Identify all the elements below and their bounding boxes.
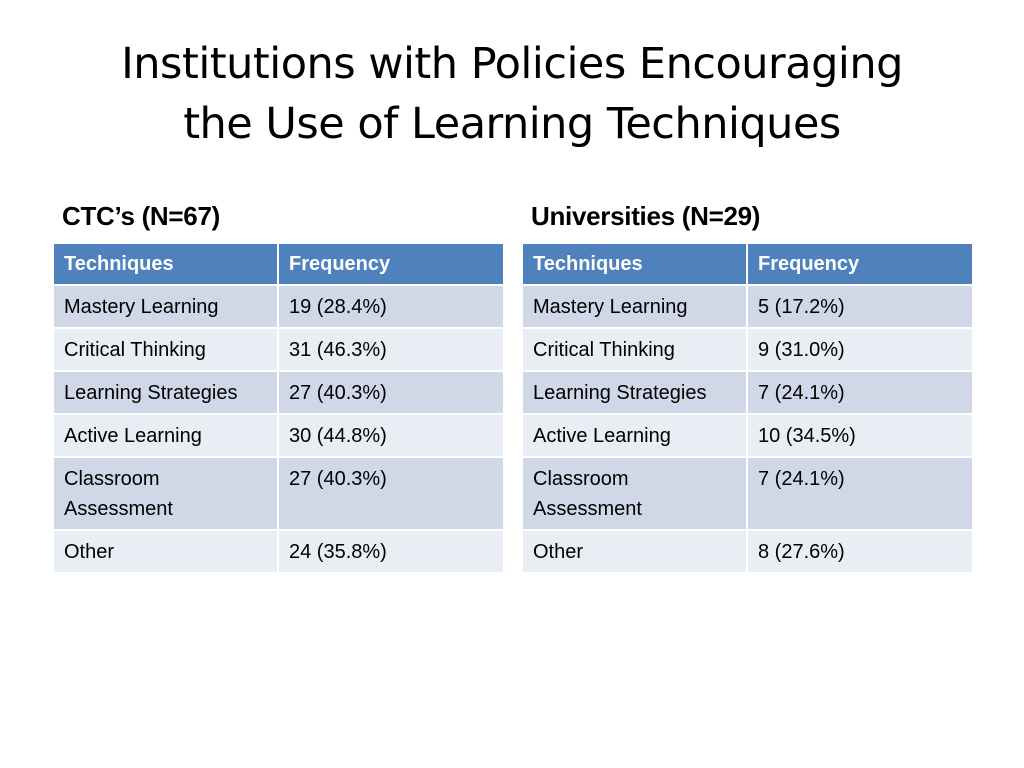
slide-title: Institutions with Policies Encouraging t… bbox=[40, 34, 984, 154]
universities-panel: Universities (N=29) Techniques Frequency… bbox=[521, 198, 974, 574]
frequency-cell: 9 (31.0%) bbox=[746, 327, 974, 372]
frequency-cell: 7 (24.1%) bbox=[746, 456, 974, 531]
universities-table: Techniques Frequency Mastery Learning 5 … bbox=[521, 242, 974, 574]
table-row: Classroom Assessment 27 (40.3%) bbox=[52, 456, 505, 531]
ctc-panel: CTC’s (N=67) Techniques Frequency Master… bbox=[52, 198, 505, 574]
technique-cell: Classroom Assessment bbox=[521, 456, 748, 531]
table-row: Learning Strategies 7 (24.1%) bbox=[521, 370, 974, 415]
table-row: Mastery Learning 5 (17.2%) bbox=[521, 284, 974, 329]
frequency-cell: 7 (24.1%) bbox=[746, 370, 974, 415]
frequency-cell: 10 (34.5%) bbox=[746, 413, 974, 458]
slide-title-line-2: the Use of Learning Techniques bbox=[183, 99, 841, 149]
technique-cell: Mastery Learning bbox=[521, 284, 748, 329]
table-row: Active Learning 10 (34.5%) bbox=[521, 413, 974, 458]
technique-cell: Learning Strategies bbox=[52, 370, 279, 415]
technique-cell: Classroom Assessment bbox=[52, 456, 279, 531]
frequency-cell: 27 (40.3%) bbox=[277, 370, 505, 415]
technique-cell: Critical Thinking bbox=[52, 327, 279, 372]
table-row: Classroom Assessment 7 (24.1%) bbox=[521, 456, 974, 531]
frequency-cell: 31 (46.3%) bbox=[277, 327, 505, 372]
table-row: Mastery Learning 19 (28.4%) bbox=[52, 284, 505, 329]
frequency-cell: 30 (44.8%) bbox=[277, 413, 505, 458]
frequency-cell: 8 (27.6%) bbox=[746, 529, 974, 574]
table-row: Critical Thinking 9 (31.0%) bbox=[521, 327, 974, 372]
technique-cell: Other bbox=[52, 529, 279, 574]
technique-cell: Active Learning bbox=[52, 413, 279, 458]
frequency-cell: 24 (35.8%) bbox=[277, 529, 505, 574]
slide-title-line-1: Institutions with Policies Encouraging bbox=[121, 39, 903, 89]
table-row: Learning Strategies 27 (40.3%) bbox=[52, 370, 505, 415]
table-row: Active Learning 30 (44.8%) bbox=[52, 413, 505, 458]
table-header-row: Techniques Frequency bbox=[521, 242, 974, 286]
universities-heading: Universities (N=29) bbox=[531, 201, 761, 231]
table-row: Other 24 (35.8%) bbox=[52, 529, 505, 574]
ctc-heading: CTC’s (N=67) bbox=[62, 201, 220, 231]
technique-cell: Other bbox=[521, 529, 748, 574]
column-header-frequency: Frequency bbox=[746, 242, 974, 286]
frequency-cell: 5 (17.2%) bbox=[746, 284, 974, 329]
technique-cell: Active Learning bbox=[521, 413, 748, 458]
frequency-cell: 27 (40.3%) bbox=[277, 456, 505, 531]
table-row: Other 8 (27.6%) bbox=[521, 529, 974, 574]
table-header-row: Techniques Frequency bbox=[52, 242, 505, 286]
technique-cell: Learning Strategies bbox=[521, 370, 748, 415]
ctc-table: Techniques Frequency Mastery Learning 19… bbox=[52, 242, 505, 574]
frequency-cell: 19 (28.4%) bbox=[277, 284, 505, 329]
column-header-techniques: Techniques bbox=[52, 242, 279, 286]
table-row: Critical Thinking 31 (46.3%) bbox=[52, 327, 505, 372]
technique-cell: Mastery Learning bbox=[52, 284, 279, 329]
column-header-frequency: Frequency bbox=[277, 242, 505, 286]
technique-cell: Critical Thinking bbox=[521, 327, 748, 372]
column-header-techniques: Techniques bbox=[521, 242, 748, 286]
